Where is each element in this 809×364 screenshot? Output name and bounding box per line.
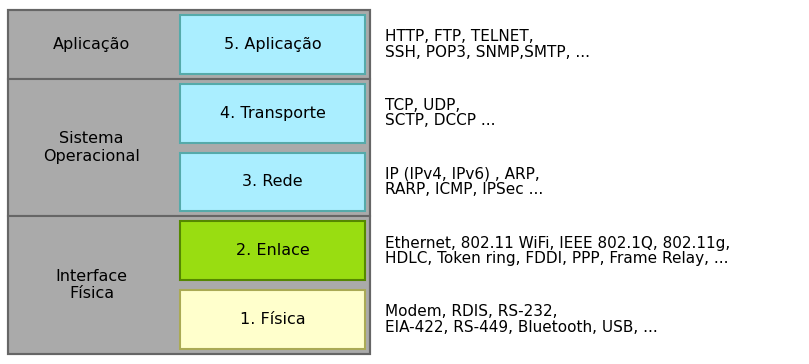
Text: Modem, RDIS, RS-232,: Modem, RDIS, RS-232, [385,304,557,319]
Bar [8,10,370,354]
Text: Ethernet, 802.11 WiFi, IEEE 802.1Q, 802.11g,: Ethernet, 802.11 WiFi, IEEE 802.1Q, 802.… [385,236,731,250]
Text: 5. Aplicação: 5. Aplicação [223,37,321,52]
Text: TCP, UDP,: TCP, UDP, [385,98,460,113]
Bar [180,153,365,211]
Bar [8,217,370,354]
Text: 4. Transporte: 4. Transporte [219,106,325,121]
Text: SSH, POP3, SNMP,SMTP, ...: SSH, POP3, SNMP,SMTP, ... [385,45,590,60]
Text: EIA-422, RS-449, Bluetooth, USB, ...: EIA-422, RS-449, Bluetooth, USB, ... [385,320,658,335]
Text: 1. Física: 1. Física [239,312,305,327]
Bar [8,79,370,217]
Text: HTTP, FTP, TELNET,: HTTP, FTP, TELNET, [385,29,534,44]
Bar [180,15,365,74]
Text: 3. Rede: 3. Rede [242,174,303,190]
Text: IP (IPv4, IPv6) , ARP,: IP (IPv4, IPv6) , ARP, [385,167,540,182]
Text: Aplicação: Aplicação [53,37,130,52]
Bar [8,10,370,79]
Text: Sistema
Operacional: Sistema Operacional [43,131,140,164]
Bar [180,290,365,349]
Bar [180,84,365,143]
Text: Interface
Física: Interface Física [56,269,128,301]
Text: RARP, ICMP, IPSec ...: RARP, ICMP, IPSec ... [385,182,544,197]
Bar [180,221,365,280]
Text: SCTP, DCCP ...: SCTP, DCCP ... [385,114,495,128]
Text: 2. Enlace: 2. Enlace [235,243,309,258]
Text: HDLC, Token ring, FDDI, PPP, Frame Relay, ...: HDLC, Token ring, FDDI, PPP, Frame Relay… [385,251,728,266]
